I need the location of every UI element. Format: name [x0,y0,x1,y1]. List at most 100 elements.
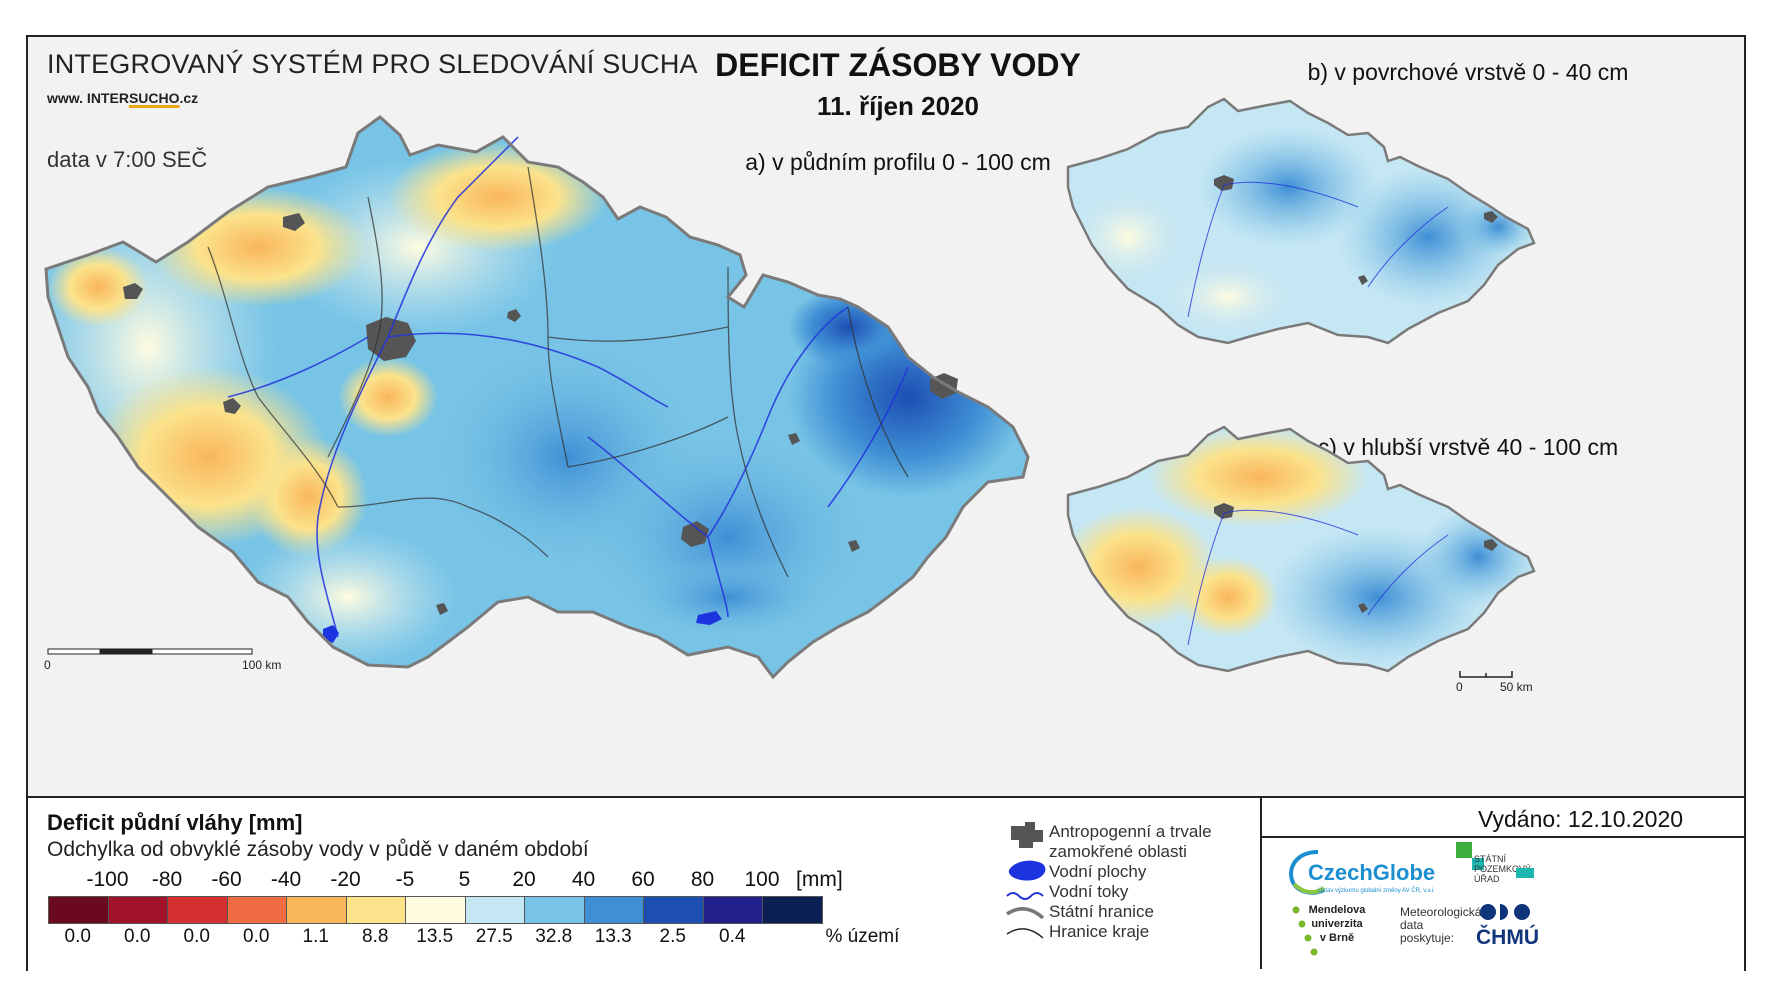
map-date: 11. říjen 2020 [817,91,979,121]
legend-color-box [345,896,406,924]
legend-break-label: 5 [458,868,471,891]
scale-bar-small [1459,671,1513,678]
chmu-mark-icon [1480,904,1530,920]
scale-small-end: 50 km [1500,680,1533,694]
map-c [1066,425,1536,678]
issued-date: Vydáno: 12.10.2020 [1478,806,1684,832]
url-prefix: www. INTER [47,90,129,106]
spu-logo: STÁTNÍ POZEMKOVÝ ÚŘAD [1456,842,1536,898]
map-c-fill [1068,427,1534,671]
spu-line-1: STÁTNÍ [1474,854,1507,864]
panel-b-label: b) v povrchové vrstvě 0 - 40 cm [1307,59,1629,85]
map-sheet: INTEGROVANÝ SYSTÉM PRO SLEDOVÁNÍ SUCHA w… [26,35,1746,971]
symbols-legend [1006,822,1046,939]
map-area: INTEGROVANÝ SYSTÉM PRO SLEDOVÁNÍ SUCHA w… [28,37,1744,796]
url-suffix: .cz [179,90,199,106]
legend-color-box [524,896,585,924]
water-stream-icon [1006,892,1044,900]
legend-color-box [762,896,823,924]
legend-color-box [643,896,704,924]
state-border-label: Státní hranice [1049,902,1154,921]
mendel-dots-icon [1292,906,1318,956]
anthropogenic-label-1: Antropogenní a trvale [1049,822,1212,841]
anthropogenic-label-2: zamokřené oblasti [1049,842,1187,861]
map-c-urban [1214,503,1498,613]
state-border-icon [1006,907,1045,920]
spu-accent-icon [1516,868,1534,878]
legend-percent-value: 2.5 [659,926,686,947]
legend-percent-value: 1.1 [302,926,329,947]
meteo-line-2: data [1400,918,1424,932]
legend-color-box [583,896,644,924]
map-c-rivers [1187,509,1449,646]
anthropogenic-area-icon [1011,822,1043,848]
czechglobe-subtitle: Ústav výzkumu globální změny AV ČR, v.v.… [1318,888,1435,894]
legend-percent-value: 8.8 [362,926,389,947]
legend-percent-value: 13.5 [416,926,454,947]
legend-percent-value: 0.0 [64,926,91,947]
legend-break-label: 60 [631,868,655,891]
map-title: DEFICIT ZÁSOBY VODY [715,47,1081,83]
scale-main-start: 0 [44,658,51,672]
legend-color-box [405,896,466,924]
legend-percent-value: 0.0 [183,926,210,947]
panel-a-label: a) v půdním profilu 0 - 100 cm [745,149,1051,175]
data-time: data v 7:00 SEČ [47,147,208,172]
legend-percent-value: 0.4 [719,926,746,947]
map-b [1066,97,1536,345]
legend-break-label: -40 [270,868,302,891]
map-main-rivers [227,136,909,638]
legend-color-box [226,896,287,924]
legend-break-label: -20 [330,868,361,891]
legend-percent-value: 13.3 [594,926,632,947]
legend-title: Deficit půdní vláhy [mm] [47,810,303,835]
meteo-line-3: poskytuje: [1400,931,1455,945]
legend-percent-value: 0.0 [124,926,151,947]
legend-unit: [mm] [796,868,843,891]
legend-color-box [286,896,347,924]
legend-break-label: 40 [571,868,596,891]
map-main [44,115,1030,680]
legend-break-label: -5 [395,868,415,891]
legend-color-box [167,896,228,924]
mendel-logo: Mendelova univerzita v Brně [1288,904,1378,964]
legend-break-label: -60 [211,868,242,891]
mendel-line-1: Mendelova [1308,904,1366,916]
region-border-label: Hranice kraje [1049,922,1150,941]
scale-main-end: 100 km [242,658,282,672]
legend-color-box [702,896,763,924]
legend-color-box [107,896,168,924]
legend-divider [1260,798,1262,969]
map-c-state-border [1066,425,1536,673]
czechglobe-name: CzechGlobe [1308,860,1436,885]
legend-color-box [464,896,525,924]
legend-percent-value: 27.5 [475,926,513,947]
org-url: www. INTERSUCHO.cz [47,90,198,106]
czechglobe-swoosh-icon [1289,850,1326,895]
meteo-line-1: Meteorologická [1400,905,1482,919]
legend-break-label: -80 [151,868,183,891]
panel-c-label: c) v hlubší vrstvě 40 - 100 cm [1317,434,1619,460]
map-main-state-border [44,115,1030,680]
mendel-line-3: v Brně [1319,932,1355,944]
chmu-name: ČHMÚ [1476,926,1539,949]
legend-percent-value: 0.0 [243,926,270,947]
legend-break-label: -100 [86,868,129,891]
map-b-rivers [1187,181,1449,318]
legend-break-label: 20 [512,868,536,891]
chmu-logo: ČHMÚ [1476,900,1556,960]
legend-color-box [48,896,109,924]
legend-break-label: 100 [744,868,780,891]
map-main-region-borders [207,166,909,578]
czechglobe-logo: CzechGlobe Ústav výzkumu globální změny … [1289,846,1435,902]
water-streams-label: Vodní toky [1049,882,1129,901]
map-b-urban [1214,175,1498,285]
spu-line-2: POZEMKOVÝ [1474,864,1532,874]
water-body-icon [1008,860,1046,881]
mendel-line-2: univerzita [1311,918,1363,930]
spu-mark-icon [1456,842,1484,870]
legend-break-label: 80 [690,868,715,891]
legend-percent-unit: % území [825,926,900,947]
org-title: INTEGROVANÝ SYSTÉM PRO SLEDOVÁNÍ SUCHA [47,49,698,79]
water-bodies-label: Vodní plochy [1049,862,1147,881]
